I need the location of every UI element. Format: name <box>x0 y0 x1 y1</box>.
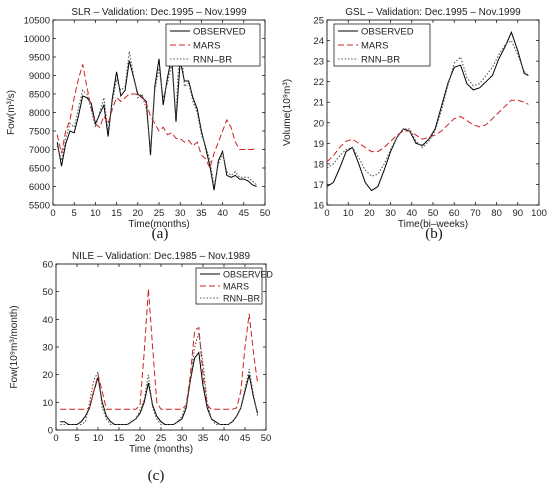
series-line-mars <box>56 64 257 170</box>
y-tick-label: 16 <box>313 201 324 212</box>
y-tick-label: 6000 <box>29 182 50 193</box>
legend: OBSERVED MARS RNN–BR <box>333 23 431 67</box>
x-tick-label: 70 <box>470 208 481 219</box>
y-tick-label: 24 <box>313 36 324 47</box>
x-tick-label: 5 <box>72 208 77 219</box>
x-tick-label: 20 <box>364 208 375 219</box>
y-tick-label: 25 <box>313 16 324 27</box>
series-line-observed <box>56 56 257 191</box>
x-tick-label: 0 <box>324 208 329 219</box>
x-tick-label: 10 <box>343 208 354 219</box>
chart-title: SLR – Validation: Dec.1995 – Nov.1999 <box>71 7 247 18</box>
chart-title: GSL – Validation: Dec.1995 – Nov.1999 <box>345 7 521 18</box>
legend-entry: RNN–BR <box>361 55 400 66</box>
panel-label: (b) <box>425 226 443 242</box>
y-tick-label: 20 <box>313 118 324 129</box>
x-tick-label: 5 <box>74 433 79 444</box>
x-tick-label: 25 <box>154 208 165 219</box>
y-tick-label: 5500 <box>29 201 50 212</box>
y-tick-label: 40 <box>42 315 53 326</box>
y-tick-label: 60 <box>42 260 53 271</box>
y-tick-label: 7000 <box>29 145 50 156</box>
x-tick-label: 50 <box>428 208 439 219</box>
x-tick-label: 20 <box>133 208 144 219</box>
series-line-rnn-br <box>56 31 257 187</box>
x-tick-label: 50 <box>261 433 272 444</box>
x-tick-label: 45 <box>239 208 250 219</box>
y-tick-label: 8000 <box>29 108 50 119</box>
y-tick-label: 9000 <box>29 71 50 82</box>
chart-panel-0: SLR – Validation: Dec.1995 – Nov.1999 0 5 1… <box>6 7 270 242</box>
x-tick-label: 40 <box>407 208 418 219</box>
y-tick-label: 10 <box>42 398 53 409</box>
x-tick-label: 100 <box>531 208 547 219</box>
legend: OBSERVED MARS RNN–BR <box>195 267 273 305</box>
legend-entry: OBSERVED <box>361 27 414 38</box>
y-tick-label: 30 <box>42 343 53 354</box>
y-tick-label: 23 <box>313 57 324 68</box>
y-tick-label: 18 <box>313 159 324 170</box>
x-axis-label: Time(months) <box>128 219 189 230</box>
x-tick-label: 0 <box>50 208 55 219</box>
x-tick-label: 15 <box>114 433 125 444</box>
x-tick-label: 15 <box>111 208 122 219</box>
legend-entry: MARS <box>223 282 249 292</box>
series-line-rnn-br <box>326 39 529 177</box>
y-tick-label: 21 <box>313 98 324 109</box>
panel-label: (a) <box>152 226 169 242</box>
x-tick-label: 10 <box>90 208 101 219</box>
x-tick-label: 80 <box>491 208 502 219</box>
x-tick-label: 90 <box>513 208 524 219</box>
y-tick-label: 9500 <box>29 53 50 64</box>
x-tick-label: 25 <box>156 433 167 444</box>
series-line-mars <box>60 288 259 410</box>
x-axis-label: Time (months) <box>129 444 193 455</box>
y-axis-label: Volume(10⁹m³) <box>282 79 293 146</box>
x-tick-label: 35 <box>196 208 207 219</box>
x-tick-label: 35 <box>198 433 209 444</box>
y-axis-label: Fow(m³/s) <box>6 90 17 135</box>
y-tick-label: 19 <box>313 139 324 150</box>
series-line-rnn-br <box>60 333 259 426</box>
x-tick-label: 30 <box>385 208 396 219</box>
series-line-observed <box>326 30 529 192</box>
x-tick-label: 0 <box>53 433 58 444</box>
y-tick-label: 17 <box>313 180 324 191</box>
x-tick-label: 60 <box>449 208 460 219</box>
legend-entry: OBSERVED <box>223 270 273 280</box>
y-tick-label: 7500 <box>29 127 50 138</box>
legend: OBSERVED MARS RNN–BR <box>165 23 261 67</box>
chart-panel-2: NILE – Validation: Dec.1985 – Nov.1989 0 5… <box>9 251 273 484</box>
y-axis-label: Fow(10⁹m³/month) <box>9 305 20 388</box>
x-axis-label: Time(bi–weeks) <box>398 219 468 230</box>
y-tick-label: 10500 <box>24 16 50 27</box>
x-tick-label: 50 <box>260 208 271 219</box>
y-tick-label: 10000 <box>24 34 50 45</box>
y-tick-label: 20 <box>42 370 53 381</box>
legend-entry: OBSERVED <box>193 27 246 38</box>
y-tick-label: 0 <box>48 426 53 437</box>
legend-entry: RNN–BR <box>193 55 232 66</box>
y-tick-label: 22 <box>313 77 324 88</box>
series-line-observed <box>60 351 259 425</box>
y-tick-label: 8500 <box>29 90 50 101</box>
chart-title: NILE – Validation: Dec.1985 – Nov.1989 <box>72 251 251 262</box>
x-tick-label: 40 <box>217 208 228 219</box>
chart-panel-1: GSL – Validation: Dec.1995 – Nov.1999 0 10… <box>282 7 547 242</box>
panel-label: (c) <box>148 468 165 484</box>
x-tick-label: 10 <box>93 433 104 444</box>
x-tick-label: 20 <box>135 433 146 444</box>
x-tick-label: 40 <box>219 433 230 444</box>
legend-entry: RNN–BR <box>223 294 261 304</box>
x-tick-label: 45 <box>240 433 251 444</box>
y-tick-label: 50 <box>42 287 53 298</box>
x-tick-label: 30 <box>175 208 186 219</box>
legend-entry: MARS <box>193 41 220 52</box>
legend-entry: MARS <box>361 41 388 52</box>
y-tick-label: 6500 <box>29 164 50 175</box>
x-tick-label: 30 <box>177 433 188 444</box>
